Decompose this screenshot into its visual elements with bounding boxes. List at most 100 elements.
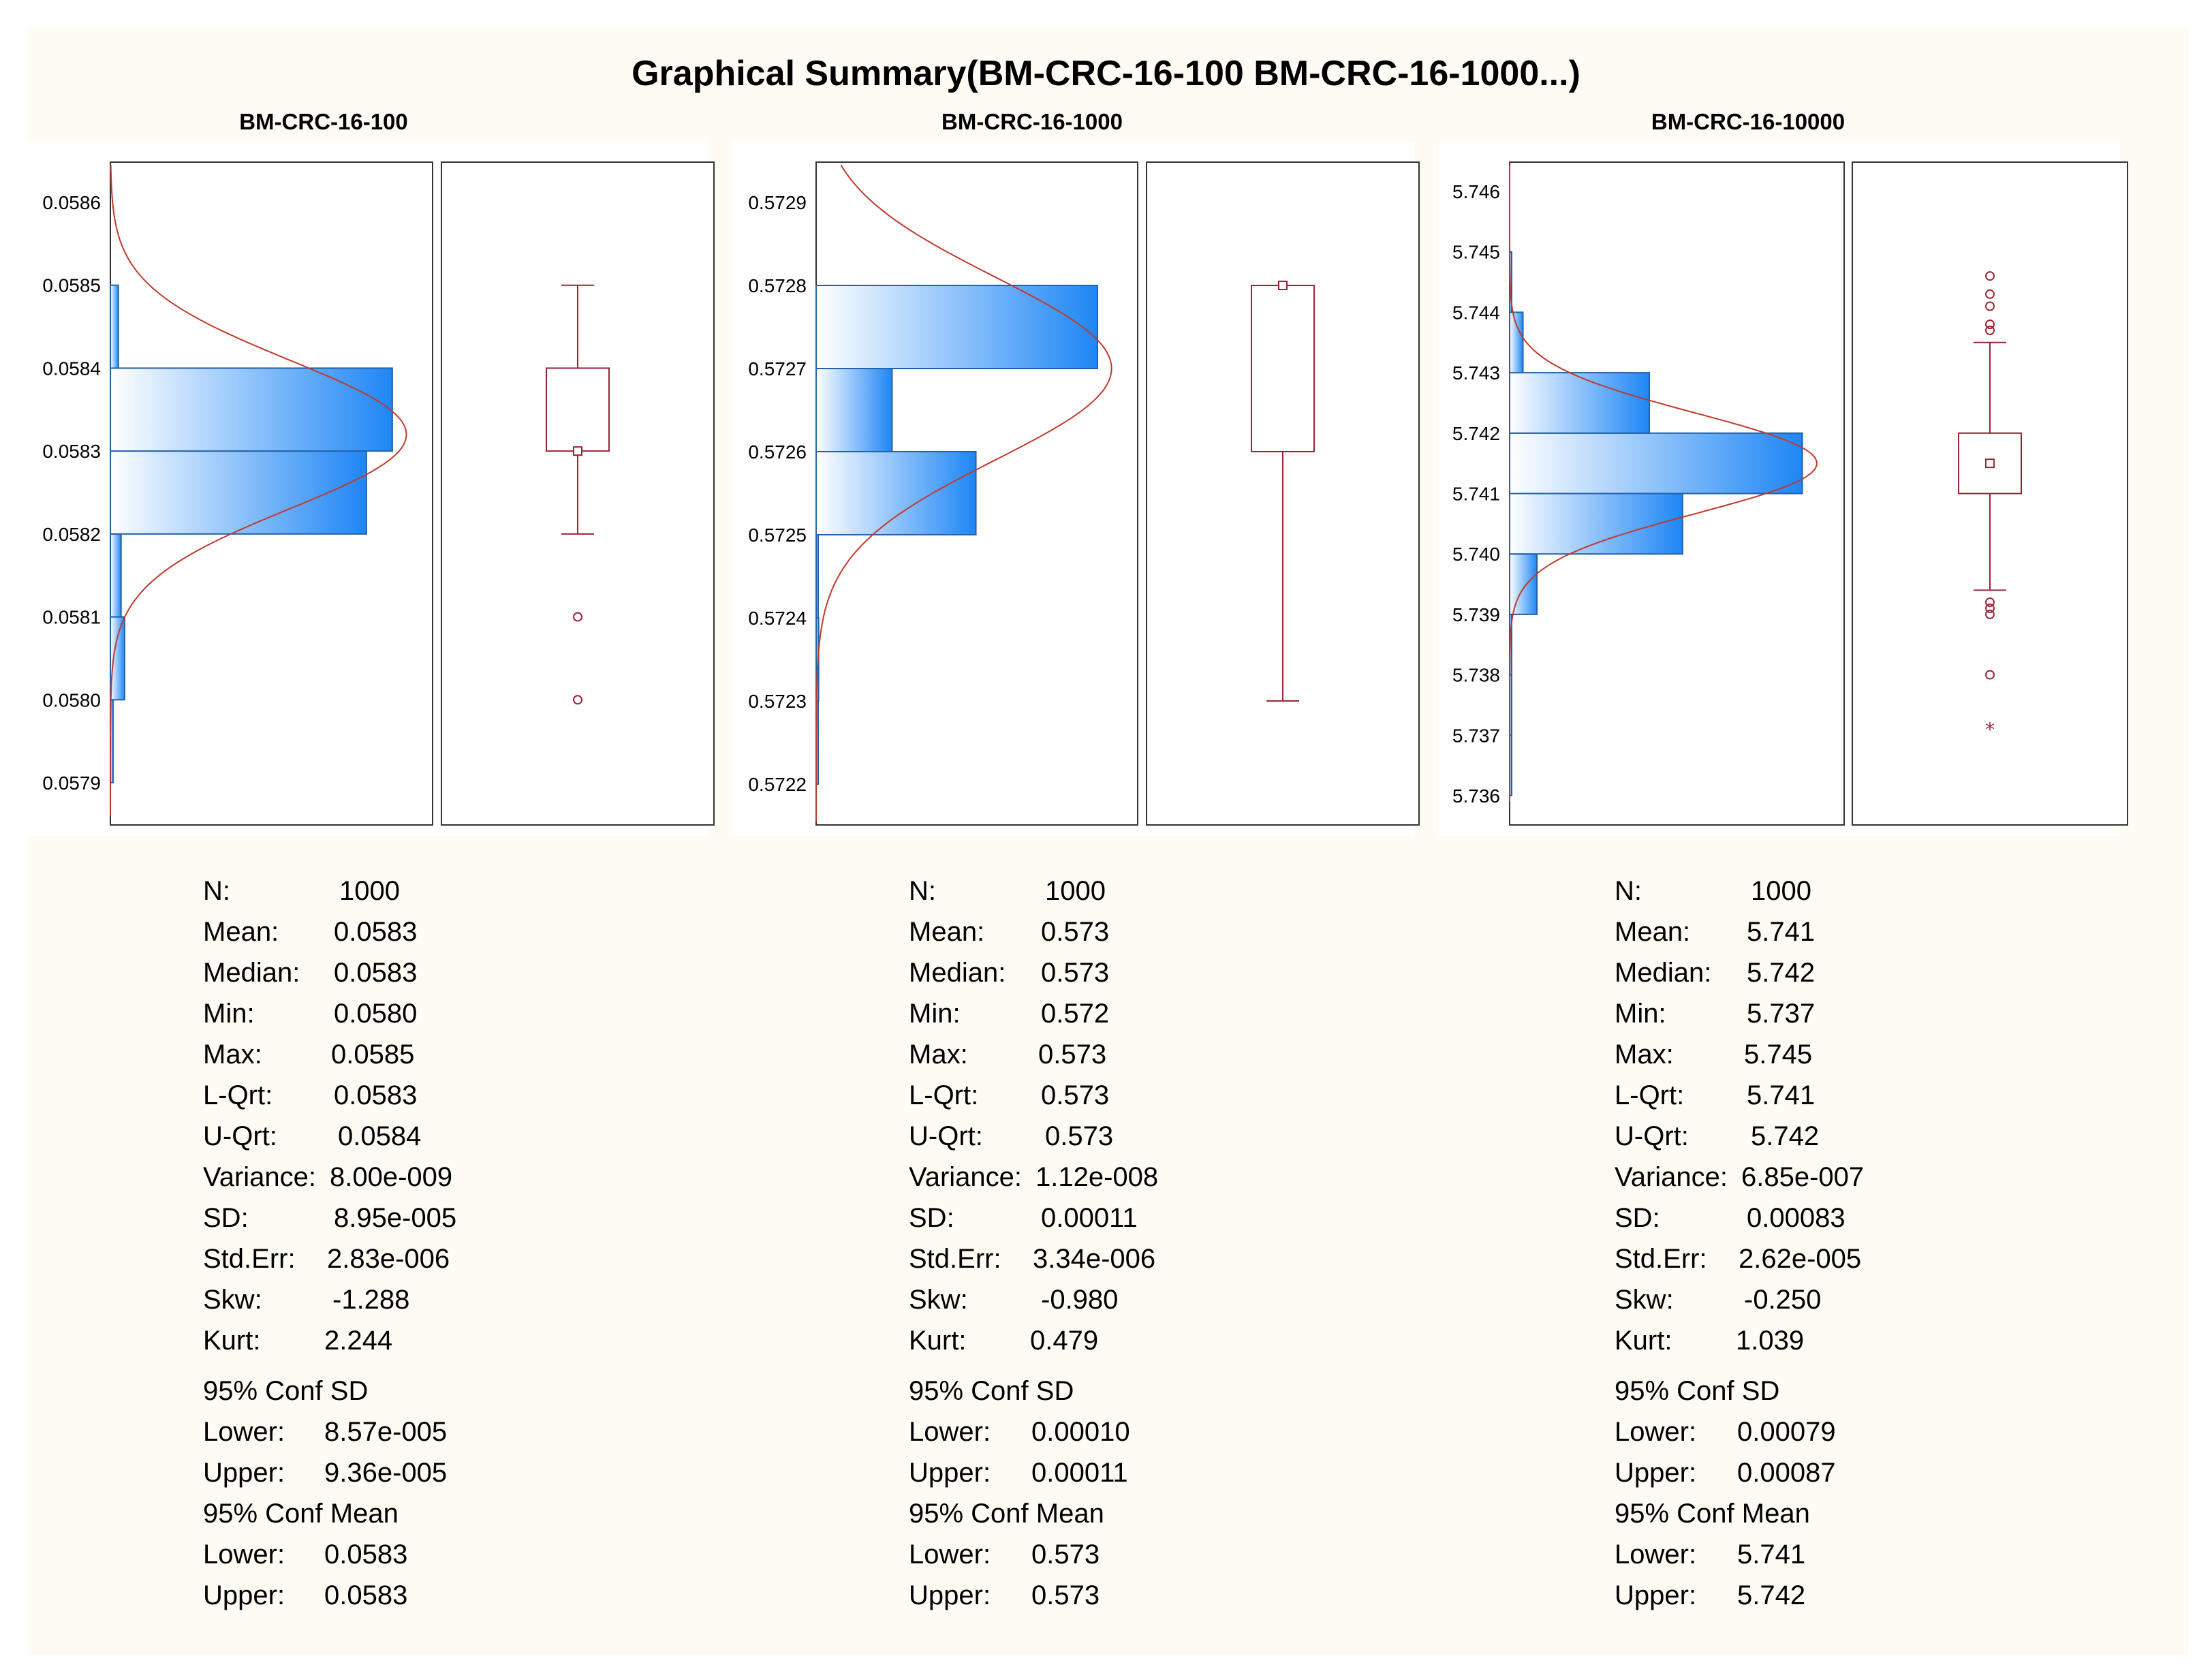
stat-value: 8.95e-005 (334, 1203, 457, 1233)
histogram-bar (815, 368, 893, 452)
stat-label: Skw: (909, 1285, 968, 1315)
stat-label: Skw: (1615, 1285, 1674, 1315)
stat-value: 0.0580 (334, 999, 418, 1029)
y-tick-label: 5.736 (1452, 785, 1500, 807)
stat-value: 5.742 (1737, 1580, 1806, 1610)
stat-value: 0.572 (1041, 999, 1110, 1029)
stat-label: U-Qrt: (909, 1121, 983, 1151)
stat-value: 0.00011 (1041, 1203, 1138, 1233)
normal-curve (815, 164, 1112, 822)
stat-label: Lower: (909, 1417, 991, 1447)
y-tick-label: 5.746 (1452, 181, 1500, 202)
chart-3: 5.736 5.737 5.738 5.739 5.740 5.741 5.742 5.743… (1452, 161, 2128, 826)
outlier-point (573, 612, 582, 622)
stat-value: 0.0583 (334, 958, 418, 988)
stat-value: 5.741 (1747, 1080, 1816, 1110)
y-tick-label: 0.0581 (42, 607, 101, 628)
conf-sd-heading: 95% Conf SD (909, 1376, 1074, 1406)
outlier-point (1985, 326, 1995, 336)
stat-value: 0.573 (1041, 1080, 1110, 1110)
outlier-point (1985, 271, 1995, 281)
conf-sd-heading: 95% Conf SD (1615, 1376, 1780, 1406)
y-tick-label: 5.741 (1452, 484, 1500, 505)
stat-value: 8.00e-009 (330, 1162, 453, 1192)
stat-label: L-Qrt: (909, 1080, 979, 1110)
mean-marker (573, 446, 582, 456)
stat-label: Lower: (909, 1540, 991, 1570)
stat-label: Mean: (1615, 917, 1691, 947)
stat-label: Median: (909, 958, 1006, 988)
stat-label: Lower: (1615, 1417, 1697, 1447)
stat-value: 0.0583 (324, 1580, 408, 1610)
outlier-point (1985, 670, 1995, 680)
stat-value: 8.57e-005 (324, 1417, 448, 1447)
stat-value: -0.980 (1041, 1285, 1119, 1315)
stat-value: 3.34e-006 (1033, 1244, 1156, 1274)
histogram-bar (110, 367, 393, 452)
y-tick-label: 0.5726 (748, 441, 807, 463)
conf-mean-heading: 95% Conf Mean (1615, 1499, 1810, 1529)
histogram-bar (1509, 372, 1651, 434)
conf-mean-heading: 95% Conf Mean (909, 1499, 1104, 1529)
stat-label: Std.Err: (203, 1244, 296, 1274)
stat-value: 0.00079 (1737, 1417, 1836, 1447)
outlier-point (1985, 609, 1995, 619)
stat-label: Max: (909, 1040, 968, 1069)
histogram-bar (110, 284, 119, 369)
stat-value: 1000 (339, 876, 400, 906)
stat-label: L-Qrt: (203, 1080, 273, 1110)
stat-label: Skw: (203, 1285, 262, 1315)
stat-value: 0.0584 (338, 1121, 422, 1151)
y-tick-label: 5.738 (1452, 665, 1500, 686)
outlier-point (573, 695, 582, 705)
y-tick-label: 0.0586 (42, 192, 101, 213)
stat-label: Max: (203, 1040, 262, 1069)
y-tick-label: 5.742 (1452, 423, 1500, 444)
normal-curve (1509, 165, 1818, 802)
stat-value: -1.288 (332, 1285, 410, 1315)
chart-2: 0.5722 0.5723 0.5724 0.5725 0.5726 0.5727 0.57… (748, 161, 1420, 826)
outlier-point (1985, 301, 1995, 311)
stat-label: Upper: (909, 1458, 991, 1488)
stat-value: 5.745 (1744, 1040, 1813, 1069)
stat-value: 0.573 (1041, 958, 1110, 988)
stat-value: 0.573 (1031, 1540, 1100, 1570)
stat-value: 0.479 (1030, 1326, 1099, 1356)
stat-label: L-Qrt: (1615, 1080, 1685, 1110)
stat-value: -0.250 (1744, 1285, 1822, 1315)
y-tick-label: 0.0583 (42, 441, 101, 462)
stat-value: 1.12e-008 (1035, 1162, 1159, 1192)
histogram-bar (110, 533, 122, 618)
chart-main-title: Graphical Summary(BM-CRC-16-100 BM-CRC-1… (632, 54, 1580, 93)
stat-label: Mean: (909, 917, 985, 947)
histogram-bar (815, 451, 977, 535)
y-tick-label: 0.0582 (42, 524, 101, 545)
y-tick-label: 5.737 (1452, 725, 1500, 746)
stat-value: 0.0583 (334, 1080, 418, 1110)
stat-label: Kurt: (1615, 1326, 1672, 1356)
stat-label: SD: (909, 1203, 954, 1233)
extreme-point: * (1985, 718, 1995, 740)
outlier-point (1985, 319, 1995, 330)
stat-label: Kurt: (203, 1326, 261, 1356)
stat-value: 0.00087 (1737, 1458, 1836, 1488)
stat-label: Min: (1615, 999, 1666, 1029)
mean-marker (1278, 281, 1288, 290)
stat-value: 5.741 (1737, 1540, 1806, 1570)
normal-curve (110, 165, 407, 816)
stat-value: 0.573 (1045, 1121, 1114, 1151)
histogram-bar (1509, 311, 1524, 374)
y-tick-label: 0.0580 (42, 689, 101, 710)
stat-value: 0.0583 (324, 1540, 408, 1570)
stat-label: Lower: (203, 1417, 285, 1447)
y-tick-label: 0.5722 (748, 774, 807, 795)
stat-label: Min: (909, 999, 961, 1029)
y-tick-label: 0.5725 (748, 525, 807, 546)
y-tick-label: 0.5723 (748, 691, 807, 712)
stat-value: 6.85e-007 (1741, 1162, 1865, 1192)
mean-marker (1985, 458, 1995, 469)
stat-value: 0.0585 (331, 1040, 415, 1069)
stat-label: Variance: (909, 1162, 1023, 1192)
stat-value: 0.573 (1031, 1580, 1100, 1610)
